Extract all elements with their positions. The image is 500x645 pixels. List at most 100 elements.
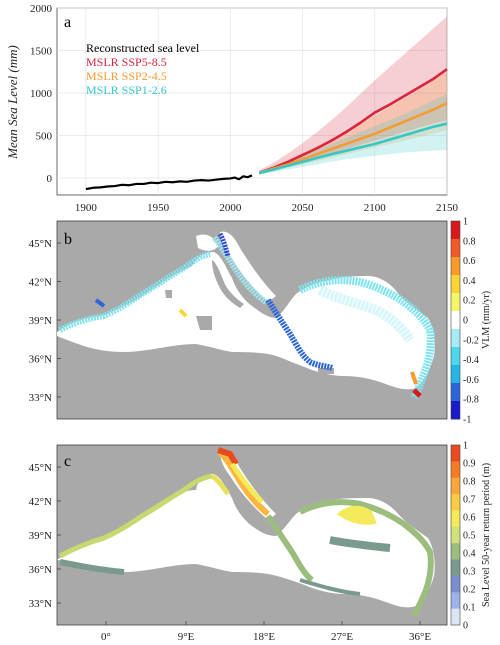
x-tick-label: 2050 [292, 202, 315, 214]
x-tick-label: 2100 [364, 202, 387, 214]
y-tick-label: 1500 [30, 46, 53, 58]
series-line-2 [258, 102, 448, 175]
colorbar-tick-label: 0.6 [463, 256, 476, 267]
series-line-0 [85, 174, 253, 191]
y-tick-label: 0 [47, 173, 53, 185]
series-line-3 [258, 122, 448, 175]
colorbar-tick-label: 0 [463, 316, 468, 327]
colorbar-tick-label: 0.2 [463, 296, 476, 307]
colorbar-segment [451, 575, 460, 593]
colorbar-segment [451, 347, 460, 366]
colorbar-segment [451, 275, 460, 294]
colorbar-tick-label: -0.2 [463, 335, 479, 346]
legend-entry: MSLR SSP5-8.5 [86, 55, 167, 69]
colorbar-tick-label: 0.3 [463, 567, 476, 578]
colorbar-frame [450, 444, 461, 626]
colorbar-segment [451, 608, 460, 626]
panel-c-colorbar-label: Sea Level 50-year return period (m) [481, 463, 492, 607]
lat-tick-label: 39°N [29, 530, 52, 542]
lat-tick-label: 33°N [29, 392, 52, 404]
series-line-1 [258, 68, 448, 175]
uncertainty-band-1 [259, 16, 447, 175]
panel-a: 1900 1950 2000 2050 2100 2150 0 500 1000 1500 200… [5, 3, 459, 214]
panel-a-lines [85, 68, 448, 191]
colorbar-segment [451, 526, 460, 544]
colorbar-tick-label: 0.9 [463, 459, 476, 470]
lon-tick-label: 36°E [409, 631, 431, 643]
x-tick-label: 1900 [75, 202, 98, 214]
colorbar-segment [451, 365, 460, 384]
y-tick-label: 500 [36, 131, 53, 143]
colorbar-tick-label: 0.2 [463, 585, 476, 596]
colorbar-segment [451, 559, 460, 577]
panel-b-y-ticks: 45°N 42°N 39°N 36°N 33°N [29, 238, 61, 404]
panel-c-coastline-dots [58, 447, 434, 618]
panel-c-letter: c [64, 453, 71, 470]
colorbar-segment [451, 293, 460, 312]
panel-a-ylabel: Mean Sea Level (mm) [5, 45, 20, 160]
colorbar-segment [451, 257, 460, 276]
lat-tick-label: 45°N [29, 462, 52, 474]
lat-tick-label: 39°N [29, 315, 52, 327]
panel-c-x-ticks: 0° 9°E 18°E 27°E 36°E [101, 621, 431, 643]
x-tick-label: 2150 [436, 202, 459, 214]
lon-tick-label: 9°E [178, 631, 195, 643]
colorbar-segment [451, 477, 460, 495]
legend-entry: MSLR SSP1-2.6 [86, 83, 167, 97]
lon-tick-label: 18°E [253, 631, 275, 643]
colorbar-tick-label: -0.6 [463, 375, 479, 386]
legend-entry: MSLR SSP2-4.5 [86, 69, 167, 83]
colorbar-frame [450, 220, 461, 420]
panel-c-colorbar: 1 0.9 0.8 0.7 0.6 0.5 0.4 0.3 0.2 0.1 0 [450, 441, 476, 632]
lon-tick-label: 0° [101, 631, 111, 643]
colorbar-segment [451, 445, 460, 462]
colorbar-tick-label: 1 [463, 441, 468, 452]
colorbar-segment [451, 510, 460, 528]
colorbar-tick-label: 0.4 [463, 549, 476, 560]
panel-a-x-ticks: 1900 1950 2000 2050 2100 2150 [75, 202, 459, 214]
panel-c: 45°N 42°N 39°N 36°N 33°N 0° 9°E 18°E 27°E 36°E c… [29, 441, 492, 644]
colorbar-segment [451, 494, 460, 511]
lat-tick-label: 36°N [29, 564, 52, 576]
lon-tick-label: 27°E [331, 631, 353, 643]
colorbar-tick-label: 0.4 [463, 276, 476, 287]
colorbar-tick-label: 0.5 [463, 531, 476, 542]
panel-b-sea [57, 231, 435, 390]
panel-a-y-ticks: 0 500 1000 1500 2000 [30, 3, 53, 185]
colorbar-segment [451, 592, 460, 610]
colorbar-tick-label: -0.8 [463, 395, 479, 406]
lat-tick-label: 45°N [29, 238, 52, 250]
panel-a-frame [56, 7, 448, 196]
lat-tick-label: 36°N [29, 354, 52, 366]
colorbar-tick-label: -1 [463, 415, 471, 426]
lat-tick-label: 42°N [29, 277, 52, 289]
colorbar-segment [451, 221, 460, 240]
colorbar-tick-label: 0.7 [463, 495, 476, 506]
colorbar-segment [451, 401, 460, 420]
y-tick-label: 1000 [30, 88, 53, 100]
panel-a-grid [57, 7, 448, 195]
colorbar-tick-label: -0.4 [463, 355, 479, 366]
x-tick-label: 1950 [147, 202, 170, 214]
panel-b-colorbar: 1 0.8 0.6 0.4 0.2 0 -0.2 -0.4 -0.6 -0.8 -1 [450, 217, 479, 426]
colorbar-tick-label: 0.6 [463, 513, 476, 524]
colorbar-segment [451, 543, 460, 561]
panel-b: 45°N 42°N 39°N 36°N 33°N b 1 0.8 0.6 0.4 0.2 0 -0.… [29, 217, 492, 426]
lat-tick-label: 33°N [29, 598, 52, 610]
uncertainty-band-2 [259, 71, 447, 175]
panel-c-y-ticks: 45°N 42°N 39°N 36°N 33°N [29, 462, 61, 610]
y-tick-label: 2000 [30, 3, 53, 15]
colorbar-segment [451, 461, 460, 479]
colorbar-segment [451, 311, 460, 330]
colorbar-tick-label: 0.1 [463, 603, 476, 614]
panel-b-letter: b [64, 231, 72, 248]
colorbar-tick-label: 0 [463, 621, 468, 632]
colorbar-tick-label: 0.8 [463, 236, 476, 247]
panel-a-letter: a [64, 14, 71, 31]
lat-tick-label: 42°N [29, 496, 52, 508]
colorbar-tick-label: 1 [463, 217, 468, 228]
panel-b-coastline-dots [58, 232, 435, 400]
colorbar-segment [451, 329, 460, 348]
